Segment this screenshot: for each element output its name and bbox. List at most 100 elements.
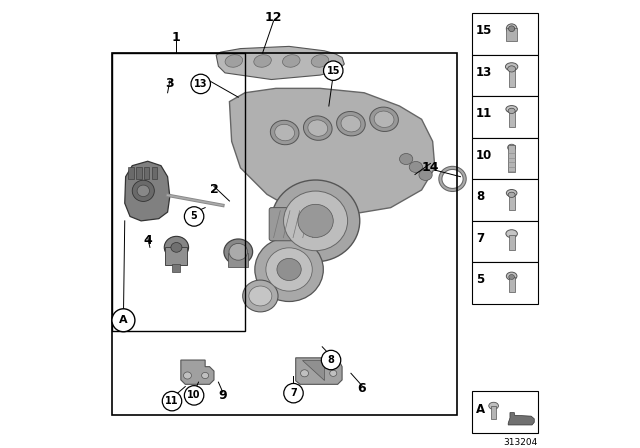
Ellipse shape (298, 204, 333, 237)
Ellipse shape (277, 258, 301, 280)
Bar (509, 277, 515, 292)
Text: 13: 13 (194, 79, 207, 89)
Text: 14: 14 (422, 161, 439, 174)
Bar (509, 70, 515, 86)
Bar (472, 263, 538, 304)
Text: 7: 7 (476, 232, 484, 245)
Ellipse shape (255, 237, 323, 302)
Polygon shape (302, 360, 324, 380)
Ellipse shape (301, 370, 308, 377)
Text: 6: 6 (358, 382, 366, 395)
Ellipse shape (311, 55, 329, 67)
Ellipse shape (374, 111, 394, 128)
Polygon shape (229, 88, 435, 216)
Ellipse shape (224, 239, 253, 265)
Ellipse shape (164, 237, 189, 258)
Ellipse shape (275, 124, 294, 141)
Ellipse shape (282, 55, 300, 67)
Text: 10: 10 (188, 390, 201, 401)
Text: 4: 4 (143, 234, 152, 247)
Bar (472, 221, 538, 263)
Ellipse shape (308, 120, 328, 136)
Bar (472, 13, 538, 55)
Text: 11: 11 (165, 396, 179, 406)
Bar (113, 53, 457, 415)
Circle shape (284, 383, 303, 403)
Bar (472, 138, 538, 179)
Ellipse shape (506, 272, 517, 280)
Circle shape (184, 386, 204, 405)
Ellipse shape (508, 108, 515, 113)
Text: 5: 5 (191, 211, 198, 221)
Text: 9: 9 (218, 389, 227, 402)
Ellipse shape (270, 121, 299, 145)
Ellipse shape (506, 63, 518, 71)
Circle shape (163, 392, 182, 411)
Polygon shape (296, 358, 342, 384)
FancyBboxPatch shape (269, 207, 326, 241)
Ellipse shape (409, 161, 422, 172)
Ellipse shape (489, 402, 499, 409)
Text: 2: 2 (210, 184, 218, 197)
Bar (136, 167, 141, 179)
Ellipse shape (254, 55, 271, 67)
Ellipse shape (184, 372, 191, 379)
Bar (472, 391, 538, 433)
Ellipse shape (330, 370, 337, 376)
Bar (152, 167, 157, 179)
Ellipse shape (271, 180, 360, 262)
Polygon shape (125, 161, 170, 221)
Bar (472, 96, 538, 138)
Circle shape (191, 74, 211, 94)
Text: 7: 7 (290, 388, 297, 398)
Ellipse shape (132, 180, 154, 202)
Circle shape (184, 207, 204, 226)
Ellipse shape (419, 169, 432, 181)
Bar (472, 179, 538, 221)
Text: 12: 12 (265, 11, 282, 24)
Bar (113, 53, 245, 332)
Text: 8: 8 (328, 355, 335, 365)
Ellipse shape (506, 190, 517, 197)
Bar (509, 235, 515, 250)
Text: 15: 15 (326, 66, 340, 76)
Bar (165, 247, 188, 265)
Ellipse shape (508, 66, 516, 72)
Text: A: A (119, 315, 128, 325)
Text: 11: 11 (476, 107, 492, 120)
Bar (509, 196, 515, 210)
Ellipse shape (509, 275, 515, 280)
Ellipse shape (370, 107, 398, 131)
Bar (508, 145, 515, 172)
Ellipse shape (202, 372, 209, 379)
Text: 15: 15 (476, 24, 492, 37)
Text: A: A (476, 403, 485, 416)
Ellipse shape (506, 24, 517, 34)
Ellipse shape (508, 144, 516, 151)
Ellipse shape (341, 116, 361, 132)
Polygon shape (508, 413, 534, 425)
Bar (472, 55, 538, 96)
Ellipse shape (506, 106, 517, 112)
Bar (128, 167, 134, 179)
Text: 8: 8 (476, 190, 484, 203)
Ellipse shape (137, 185, 150, 197)
Bar (491, 406, 496, 419)
Bar (506, 28, 517, 41)
Ellipse shape (225, 55, 243, 67)
Ellipse shape (506, 230, 517, 238)
Circle shape (324, 61, 343, 80)
Bar (172, 264, 180, 271)
Ellipse shape (508, 192, 515, 198)
Polygon shape (216, 47, 344, 79)
Ellipse shape (284, 191, 348, 251)
Bar (509, 111, 515, 127)
Ellipse shape (303, 116, 332, 140)
Text: 13: 13 (476, 66, 492, 79)
Polygon shape (181, 360, 214, 384)
Text: 5: 5 (476, 273, 484, 286)
Text: 1: 1 (172, 31, 181, 44)
Ellipse shape (509, 26, 515, 32)
Bar (144, 167, 150, 179)
Ellipse shape (266, 248, 312, 291)
